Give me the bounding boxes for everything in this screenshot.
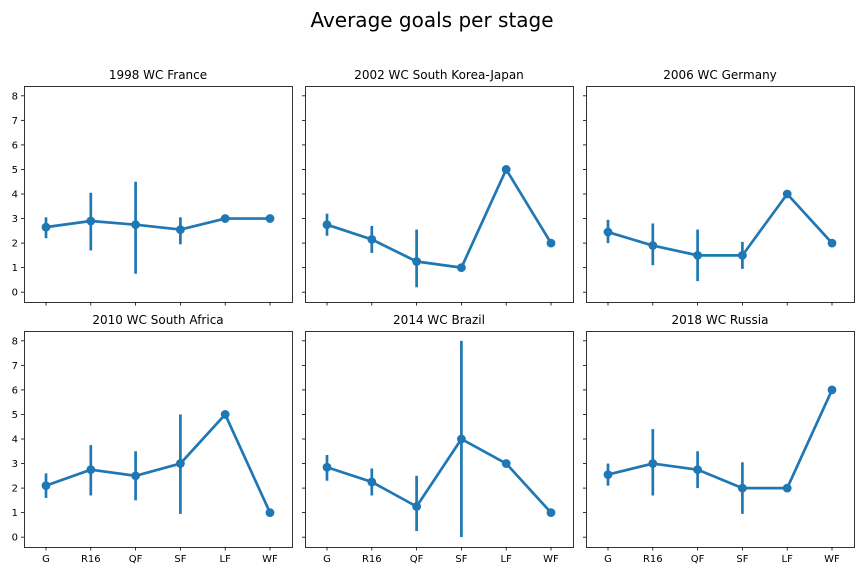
y-tick-label: 1 xyxy=(12,508,18,519)
data-point xyxy=(782,189,792,199)
data-point xyxy=(367,477,377,487)
data-point xyxy=(322,220,332,230)
series-line xyxy=(45,217,270,231)
data-point xyxy=(176,459,185,468)
x-tick-label: G xyxy=(323,554,331,565)
panel-title: 2002 WC South Korea-Japan xyxy=(354,68,524,82)
x-tick-label: SF xyxy=(455,554,467,565)
data-point xyxy=(41,222,51,232)
data-point xyxy=(693,250,702,260)
y-tick-label: 1 xyxy=(12,263,18,274)
panel-title: 2006 WC Germany xyxy=(663,68,777,82)
y-tick-label: 8 xyxy=(12,336,18,347)
data-point xyxy=(220,410,230,419)
data-point xyxy=(648,459,658,468)
data-point xyxy=(782,483,792,493)
axes-frame xyxy=(305,86,574,303)
x-tick-label: LF xyxy=(782,554,794,565)
panel-title: 2014 WC Brazil xyxy=(393,313,485,327)
series-line xyxy=(326,437,552,514)
series-line xyxy=(326,168,553,269)
data-point xyxy=(827,385,837,395)
x-tick-label: WF xyxy=(824,554,840,565)
panel-title: 2010 WC South Africa xyxy=(92,313,223,327)
data-point xyxy=(131,471,141,481)
data-point xyxy=(86,465,96,475)
data-point xyxy=(412,502,421,511)
y-tick-label: 7 xyxy=(12,361,18,372)
y-tick-label: 5 xyxy=(12,165,18,176)
data-point xyxy=(457,263,466,273)
x-tick-label: LF xyxy=(501,554,513,565)
axes-frame xyxy=(586,331,855,548)
series-line xyxy=(607,389,834,490)
figure-title: Average goals per stage xyxy=(310,8,554,32)
x-tick-label: G xyxy=(42,554,50,565)
x-tick-label: SF xyxy=(174,554,186,565)
y-tick-label: 0 xyxy=(12,533,18,544)
series-line xyxy=(45,413,272,514)
y-tick-label: 3 xyxy=(12,214,18,225)
data-point xyxy=(265,214,275,223)
x-tick-label: R16 xyxy=(362,554,382,565)
series-line xyxy=(607,192,833,257)
data-point xyxy=(457,434,466,444)
y-tick-label: 5 xyxy=(12,410,18,421)
data-point xyxy=(86,216,96,226)
y-tick-label: 6 xyxy=(12,385,18,396)
x-tick-label: R16 xyxy=(81,554,101,565)
data-point xyxy=(546,508,556,518)
panel-title: 2018 WC Russia xyxy=(671,313,768,327)
data-point xyxy=(367,235,377,244)
x-tick-label: R16 xyxy=(643,554,663,565)
data-point xyxy=(41,481,51,491)
x-tick-label: QF xyxy=(129,554,143,565)
y-tick-label: 3 xyxy=(12,459,18,470)
y-tick-label: 4 xyxy=(12,435,18,446)
data-point xyxy=(693,465,702,475)
data-point xyxy=(322,462,332,472)
y-tick-label: 0 xyxy=(12,288,18,299)
data-point xyxy=(648,241,658,250)
data-point xyxy=(220,214,230,223)
x-tick-label: G xyxy=(604,554,612,565)
data-point xyxy=(603,227,613,237)
y-tick-label: 6 xyxy=(12,140,18,151)
y-tick-label: 8 xyxy=(12,91,18,102)
data-point xyxy=(501,459,511,468)
axes-frame xyxy=(24,86,293,303)
data-point xyxy=(265,508,275,518)
y-tick-label: 2 xyxy=(12,239,18,250)
y-tick-label: 4 xyxy=(12,190,18,201)
data-point xyxy=(501,165,511,174)
x-tick-label: SF xyxy=(736,554,748,565)
data-point xyxy=(738,250,747,260)
panel-title: 1998 WC France xyxy=(109,68,207,82)
y-tick-label: 7 xyxy=(12,116,18,127)
data-point xyxy=(131,220,141,230)
x-tick-label: WF xyxy=(543,554,559,565)
x-tick-label: LF xyxy=(220,554,232,565)
x-tick-label: QF xyxy=(410,554,424,565)
axes-frame xyxy=(586,86,855,303)
data-point xyxy=(827,238,837,248)
data-point xyxy=(176,225,185,234)
x-tick-label: WF xyxy=(262,554,278,565)
x-tick-label: QF xyxy=(691,554,705,565)
data-point xyxy=(738,483,747,493)
y-tick-label: 2 xyxy=(12,484,18,495)
axes-frame xyxy=(305,331,574,548)
data-point xyxy=(412,257,421,266)
axes-frame xyxy=(24,331,293,548)
data-point xyxy=(603,470,613,479)
data-point xyxy=(546,238,556,248)
